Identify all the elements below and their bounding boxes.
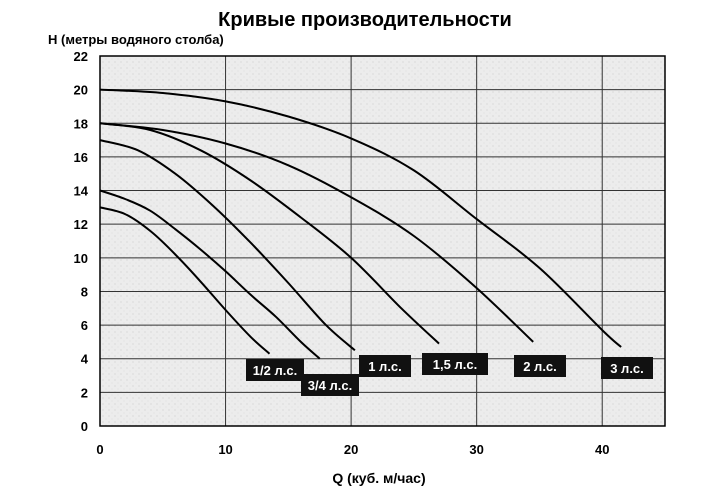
series-line [99, 139, 356, 352]
series-line [99, 122, 534, 343]
plot-border [99, 55, 666, 427]
y-tick-label: 18 [74, 116, 88, 131]
series-label-box [601, 357, 653, 379]
series-label: 1 л.с. [368, 359, 402, 374]
series-label-box [359, 355, 411, 377]
series-line [99, 88, 622, 348]
series-label-box [301, 374, 359, 396]
y-tick-label: 12 [74, 217, 88, 232]
series-line [99, 206, 271, 355]
y-tick-label: 20 [74, 83, 88, 98]
y-axis-label: H (метры водяного столба) [48, 32, 224, 47]
y-tick-label: 14 [74, 184, 89, 199]
series-line [99, 122, 440, 345]
chart-title: Кривые производительности [218, 9, 512, 31]
series-label: 1,5 л.с. [433, 357, 477, 372]
y-tick-label: 8 [81, 284, 88, 299]
x-tick-label: 20 [344, 442, 358, 457]
series-label-box [246, 359, 304, 381]
x-tick-label: 10 [218, 442, 232, 457]
x-tick-label: 0 [96, 442, 103, 457]
series-label-box [514, 355, 566, 377]
y-tick-label: 16 [74, 150, 88, 165]
series-line [99, 189, 321, 360]
x-axis-label: Q (куб. м/час) [332, 470, 425, 486]
y-tick-label: 22 [74, 49, 88, 64]
x-tick-label: 30 [469, 442, 483, 457]
series-label: 3 л.с. [610, 361, 644, 376]
series-label: 2 л.с. [523, 359, 557, 374]
x-tick-label: 40 [595, 442, 609, 457]
y-tick-label: 6 [81, 318, 88, 333]
y-tick-label: 4 [81, 352, 89, 367]
series-label-box [422, 353, 488, 375]
y-tick-label: 0 [81, 419, 88, 434]
y-tick-label: 10 [74, 251, 88, 266]
y-tick-label: 2 [81, 385, 88, 400]
series-label: 1/2 л.с. [253, 363, 297, 378]
series-label: 3/4 л.с. [308, 378, 352, 393]
